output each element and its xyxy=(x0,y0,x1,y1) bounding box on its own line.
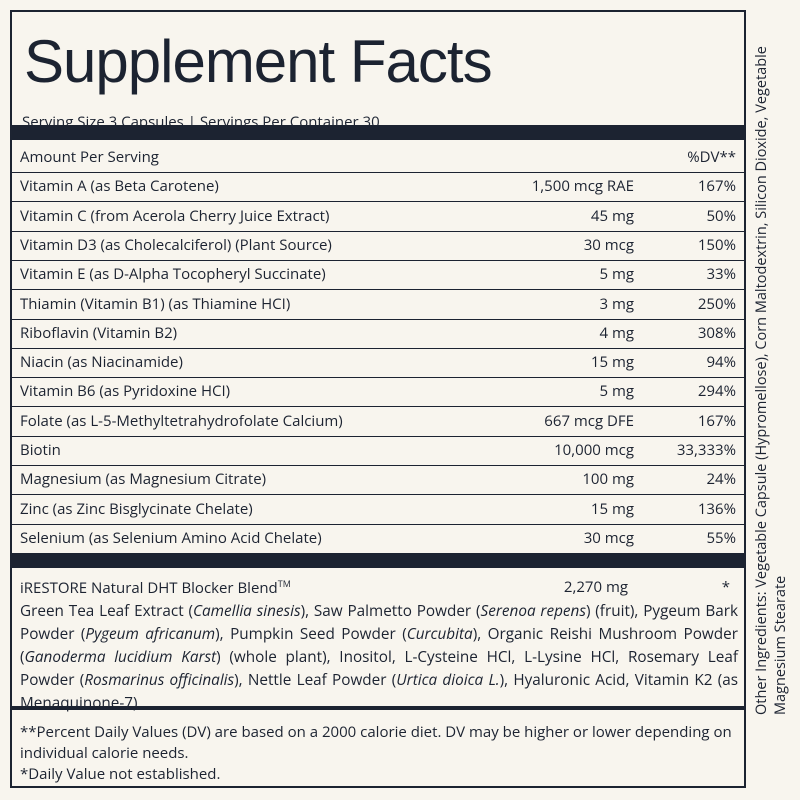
nutrient-name: Vitamin D3 (as Cholecalciferol) (Plant S… xyxy=(20,234,332,255)
nutrient-name: Niacin (as Niacinamide) xyxy=(20,352,183,373)
blend-name: iRESTORE Natural DHT Blocker Blend xyxy=(20,578,278,598)
nutrient-name: Vitamin A (as Beta Carotene) xyxy=(20,176,219,197)
nutrient-row: Vitamin C (from Acerola Cherry Juice Ext… xyxy=(12,202,744,232)
title: Supplement Facts xyxy=(24,28,493,95)
nutrient-name: Selenium (as Selenium Amino Acid Chelate… xyxy=(20,527,322,548)
nutrient-amount: 667 mcg DFE xyxy=(544,410,634,431)
description-segment: ), Organic Reishi Mushroom Powder ( xyxy=(20,624,738,667)
nutrient-amount: 30 mcg xyxy=(583,234,634,255)
nutrient-dv: 150% xyxy=(697,234,736,255)
description-segment: ) (fruit), Pygeum Bark Powder ( xyxy=(20,601,739,644)
nutrient-name: Biotin xyxy=(20,440,61,460)
nutrient-dv: 294% xyxy=(697,381,736,402)
footnotes: **Percent Daily Values (DV) are based on… xyxy=(20,722,738,785)
nutrient-row: Zinc (as Zinc Bisglycinate Chelate) 15 mg… xyxy=(12,495,744,525)
nutrient-amount: 3 mg xyxy=(599,293,634,314)
column-header: %DV** xyxy=(687,147,736,167)
nutrient-amount: 15 mg xyxy=(590,498,634,519)
nutrient-row: Selenium (as Selenium Amino Acid Chelate… xyxy=(12,524,744,553)
nutrient-name: Vitamin B6 (as Pyridoxine HCI) xyxy=(20,381,231,402)
column-header: Amount Per Serving xyxy=(20,147,159,167)
nutrient-dv: 136% xyxy=(697,498,736,519)
table-header: Amount Per Serving %DV** xyxy=(12,143,744,173)
nutrient-amount: 5 mg xyxy=(599,264,634,285)
description-segment: Rosmarinus officinalis xyxy=(84,670,235,690)
nutrient-row: Vitamin D3 (as Cholecalciferol) (Plant S… xyxy=(12,231,744,261)
nutrient-amount: 5 mg xyxy=(599,381,634,402)
nutrient-dv: 167% xyxy=(697,176,736,197)
other-ingredients: Other Ingredients: Vegetable Capsule (Hy… xyxy=(752,46,790,715)
description-segment: Curcubita xyxy=(406,624,473,644)
nutrient-dv: 33% xyxy=(706,264,736,285)
nutrient-name: Zinc (as Zinc Bisglycinate Chelate) xyxy=(20,498,253,519)
nutrient-row: Niacin (as Niacinamide) 15 mg 94% xyxy=(12,348,744,379)
blend-description: Green Tea Leaf Extract (Camellia sinesis… xyxy=(20,600,738,715)
description-segment: Camellia sinesis xyxy=(193,601,301,621)
description-segment: Green Tea Leaf Extract ( xyxy=(20,601,193,621)
nutrient-name: Magnesium (as Magnesium Citrate) xyxy=(20,469,267,490)
nutrient-dv: 167% xyxy=(697,410,736,431)
description-segment: ), Saw Palmetto Powder ( xyxy=(300,601,481,621)
nutrient-amount: 30 mcg xyxy=(583,527,634,548)
description-segment: Urtica dioica L. xyxy=(396,670,500,690)
nutrient-name: Folate (as L-5-Methyltetrahydrofolate Ca… xyxy=(20,410,343,431)
nutrient-name: Thiamin (Vitamin B1) (as Thiamine HCI) xyxy=(20,293,291,314)
nutrient-amount: 1,500 mcg RAE xyxy=(531,176,634,197)
nutrient-dv: 94% xyxy=(706,352,736,373)
nutrient-row: Vitamin A (as Beta Carotene) 1,500 mcg RA… xyxy=(12,172,744,203)
blend-dv: * xyxy=(721,577,730,597)
footnote: *Daily Value not established. xyxy=(20,764,221,784)
nutrient-dv: 250% xyxy=(697,293,736,314)
nutrient-row: Vitamin B6 (as Pyridoxine HCI) 5 mg 294% xyxy=(12,377,744,408)
nutrient-dv: 33,333% xyxy=(676,440,736,460)
nutrient-amount: 4 mg xyxy=(599,322,634,343)
nutrient-row: Folate (as L-5-Methyltetrahydrofolate Ca… xyxy=(12,407,744,437)
rule xyxy=(12,706,744,710)
description-segment: Ganoderma lucidium Karst xyxy=(24,647,217,667)
thick-rule xyxy=(12,125,744,140)
description-segment: ), Pumpkin Seed Powder ( xyxy=(215,624,407,644)
nutrient-name: Riboflavin (Vitamin B2) xyxy=(20,322,178,343)
nutrient-amount: 100 mg xyxy=(582,469,634,490)
nutrient-dv: 24% xyxy=(706,469,736,490)
nutrient-row: Biotin 10,000 mcg 33,333% xyxy=(12,436,744,466)
nutrient-name: Vitamin C (from Acerola Cherry Juice Ext… xyxy=(20,205,330,226)
nutrient-row: Vitamin E (as D-Alpha Tocopheryl Succina… xyxy=(12,260,744,291)
nutrient-row: Thiamin (Vitamin B1) (as Thiamine HCI) 3 … xyxy=(12,290,744,320)
description-segment: ) (whole plant), Inositol, L-Cysteine HC… xyxy=(20,647,739,690)
nutrient-amount: 45 mg xyxy=(590,205,634,226)
nutrient-row: Magnesium (as Magnesium Citrate) 100 mg 24… xyxy=(12,465,744,496)
trademark: TM xyxy=(277,577,291,590)
nutrient-dv: 50% xyxy=(706,205,736,226)
footnote: **Percent Daily Values (DV) are based on… xyxy=(20,722,732,763)
nutrient-dv: 308% xyxy=(697,322,736,343)
nutrient-name: Vitamin E (as D-Alpha Tocopheryl Succina… xyxy=(20,264,326,285)
blend-row: iRESTORE Natural DHT Blocker BlendTM 2,2… xyxy=(20,577,738,598)
nutrient-amount: 15 mg xyxy=(590,352,634,373)
nutrient-dv: 55% xyxy=(706,527,736,548)
nutrient-row: Riboflavin (Vitamin B2) 4 mg 308% xyxy=(12,319,744,349)
description-segment: Pygeum africanum xyxy=(85,624,216,644)
thick-rule xyxy=(12,553,744,569)
nutrient-amount: 10,000 mcg xyxy=(554,440,634,460)
description-segment: Serenoa repens xyxy=(480,601,586,621)
description-segment: ), Nettle Leaf Powder ( xyxy=(234,670,397,690)
label: Supplement Facts Serving Size 3 Capsules… xyxy=(10,10,746,788)
blend-amount: 2,270 mg xyxy=(563,577,628,597)
